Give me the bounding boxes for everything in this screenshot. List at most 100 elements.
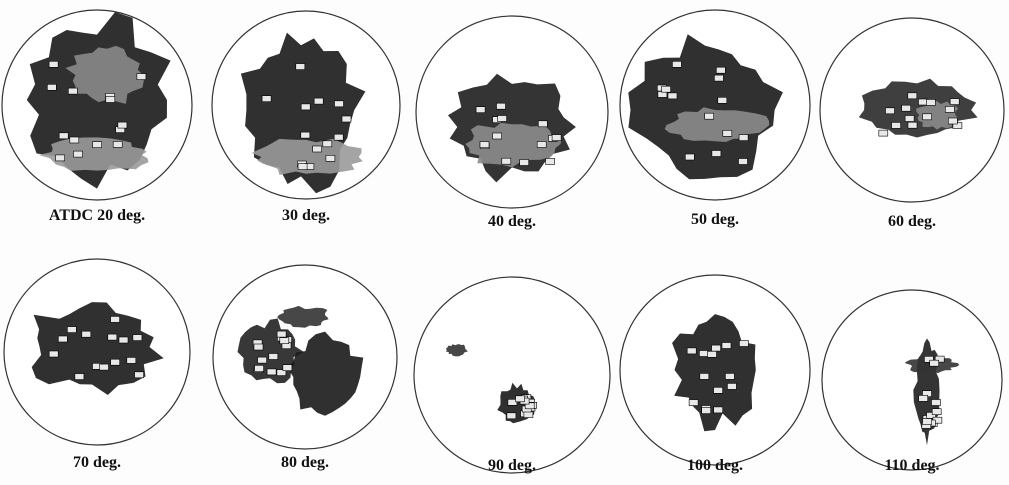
panel-label: 60 deg. [888, 213, 936, 230]
marker-box [301, 132, 310, 138]
marker-box [498, 116, 507, 122]
marker-box [516, 396, 525, 402]
view-circle [822, 290, 1002, 470]
marker-box [75, 374, 84, 380]
marker-box [948, 118, 957, 124]
marker-box [283, 365, 292, 371]
panel-label: 90 deg. [488, 457, 536, 474]
marker-box [524, 412, 533, 418]
marker-box [926, 99, 935, 105]
marker-box [267, 369, 276, 375]
marker-box [100, 364, 109, 370]
marker-box [945, 106, 954, 112]
marker-box [262, 96, 271, 102]
marker-box [700, 373, 709, 379]
marker-box [722, 343, 731, 349]
panel-label: 40 deg. [488, 213, 536, 230]
marker-box [493, 133, 502, 139]
marker-box [313, 146, 322, 152]
marker-box [502, 158, 511, 164]
marker-box [919, 395, 928, 401]
marker-box [137, 74, 146, 80]
marker-box [672, 61, 681, 67]
panel-label: 50 deg. [691, 211, 739, 228]
panel-label: 100 deg. [687, 457, 743, 474]
marker-box [119, 337, 128, 343]
marker-box [335, 101, 344, 107]
marker-box [135, 372, 144, 378]
marker-box [255, 365, 264, 371]
marker-box [546, 158, 555, 164]
marker-box [254, 344, 263, 350]
panel-label: 110 deg. [884, 457, 939, 474]
marker-box [269, 354, 278, 360]
marker-box [280, 338, 289, 344]
marker-box [127, 357, 136, 363]
marker-box [258, 357, 267, 363]
marker-box [111, 359, 120, 365]
marker-box [932, 400, 941, 406]
marker-box [520, 160, 529, 166]
marker-box [923, 114, 932, 120]
marker-box [723, 130, 732, 136]
marker-box [58, 336, 67, 342]
marker-box [689, 400, 698, 406]
panel-label: 80 deg. [281, 454, 329, 471]
marker-box [712, 151, 721, 157]
marker-box [314, 98, 323, 104]
marker-box [932, 409, 941, 415]
marker-box [662, 86, 671, 92]
marker-box [718, 97, 727, 103]
marker-box [74, 151, 83, 157]
marker-box [67, 327, 76, 333]
panel-label: 30 deg. [282, 207, 330, 224]
marker-box [47, 84, 56, 90]
marker-box [908, 93, 917, 99]
marker-box [714, 407, 723, 413]
marker-box [49, 61, 58, 67]
marker-box [106, 97, 115, 103]
marker-box [342, 116, 351, 122]
marker-box [886, 108, 895, 114]
marker-box [930, 360, 939, 366]
marker-box [323, 141, 332, 147]
marker-box [277, 331, 286, 337]
marker-box [301, 104, 310, 110]
panel-label: ATDC 20 deg. [49, 207, 145, 224]
marker-box [727, 383, 736, 389]
marker-box [685, 154, 694, 160]
marker-box [113, 141, 122, 147]
marker-box [716, 67, 725, 73]
marker-box [507, 413, 516, 419]
marker-box [537, 142, 546, 148]
marker-box [708, 351, 717, 357]
marker-box [879, 130, 888, 136]
view-circle [414, 277, 610, 473]
marker-box [712, 345, 721, 351]
marker-box [892, 122, 901, 128]
marker-box [298, 164, 307, 170]
marker-box [714, 387, 723, 393]
marker-box [538, 121, 547, 127]
marker-box [739, 159, 748, 165]
marker-box [111, 316, 120, 322]
marker-box [296, 64, 305, 70]
marker-box [905, 116, 914, 122]
marker-box [552, 135, 561, 141]
marker-box [705, 113, 714, 119]
marker-box [739, 135, 748, 141]
marker-box [702, 408, 711, 414]
marker-box [326, 155, 335, 161]
marker-box [59, 133, 68, 139]
figure: ATDC 20 deg. 30 deg. 40 deg. 50 deg. 60 deg.… [0, 0, 1009, 485]
marker-box [93, 142, 102, 148]
marker-box [476, 107, 485, 113]
panel-label: 70 deg. [73, 454, 121, 471]
marker-box [908, 122, 917, 128]
marker-box [68, 88, 77, 94]
marker-box [687, 348, 696, 354]
marker-box [714, 75, 723, 81]
marker-box [902, 105, 911, 111]
marker-box [725, 373, 734, 379]
marker-box [108, 334, 117, 340]
